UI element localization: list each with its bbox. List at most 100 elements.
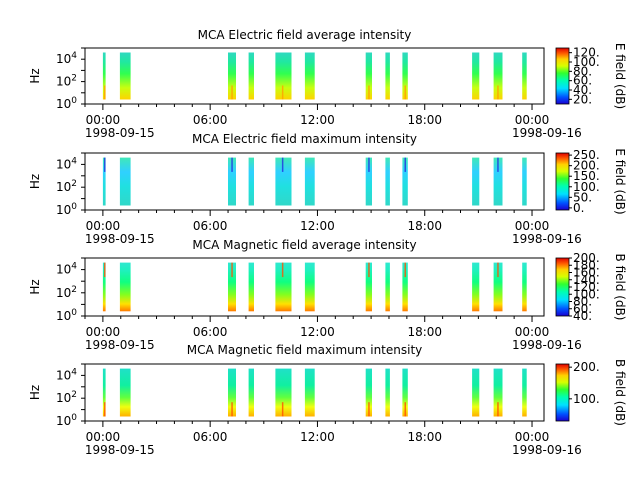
data-column	[228, 157, 236, 206]
data-column	[119, 157, 131, 206]
data-streak	[497, 85, 499, 100]
data-column	[304, 368, 315, 417]
x-tick-label: 00:00	[515, 219, 550, 233]
colorbar	[555, 47, 570, 105]
data-column	[493, 157, 503, 206]
data-column	[365, 368, 372, 417]
colorbar-tick-label: 160.	[573, 266, 600, 280]
colorbar	[555, 152, 570, 211]
y-axis-label: Hz	[28, 279, 42, 294]
colorbar-tick-label: 40.	[573, 83, 592, 97]
panel-title: MCA Magnetic field average intensity	[192, 238, 416, 252]
colorbar-tick-label: 180.	[573, 258, 600, 272]
data-column	[522, 368, 527, 417]
data-column	[522, 52, 527, 100]
data-streak	[281, 262, 284, 278]
colorbar-tick-label: 40.	[573, 309, 592, 323]
data-column	[248, 262, 254, 312]
colorbar-tick-label: 100.	[573, 392, 600, 406]
x-start-date: 1998-09-15	[85, 126, 155, 140]
data-streak	[231, 85, 233, 100]
data-column	[402, 262, 408, 312]
x-tick-label: 18:00	[407, 325, 442, 339]
colorbar-tick-label: 140.	[573, 273, 600, 287]
data-column	[102, 368, 106, 417]
y-axis-label: Hz	[28, 68, 42, 83]
data-column	[275, 52, 292, 100]
data-column	[102, 157, 106, 206]
data-column	[248, 368, 254, 417]
y-axis-label: Hz	[28, 385, 42, 400]
x-tick-label: 00:00	[86, 325, 121, 339]
colorbar-tick-label: 80.	[573, 295, 592, 309]
data-column	[493, 52, 503, 100]
data-column	[402, 157, 408, 206]
colorbar	[555, 257, 570, 317]
data-column	[304, 157, 315, 206]
colorbar-tick-label: 50.	[573, 190, 592, 204]
x-tick-label: 06:00	[193, 113, 228, 127]
panel-4: MCA Magnetic field maximum intensity 104 1…	[28, 343, 627, 457]
data-streak	[497, 157, 499, 172]
x-tick-label: 18:00	[407, 219, 442, 233]
data-column	[493, 368, 503, 417]
colorbar-label: B field (dB)	[613, 359, 627, 426]
data-streak	[368, 262, 370, 278]
y-tick-label: 100	[56, 202, 77, 217]
data-column	[275, 368, 292, 417]
data-column	[522, 157, 527, 206]
data-column	[275, 157, 292, 206]
data-column	[402, 368, 408, 417]
data-streak	[404, 402, 406, 417]
colorbar-tick-label: 60.	[573, 302, 592, 316]
data-streak	[281, 85, 284, 100]
colorbar-tick-label: 0.	[573, 201, 584, 215]
data-column	[228, 52, 236, 100]
data-streak	[104, 157, 106, 172]
colorbar-tick-label: 120.	[573, 280, 600, 294]
y-tick-label: 102	[56, 74, 77, 89]
data-column	[275, 262, 292, 312]
x-tick-label: 00:00	[515, 430, 550, 444]
colorbar-tick-label: 100.	[573, 55, 600, 69]
data-column	[385, 368, 390, 417]
data-column	[248, 157, 254, 206]
data-column	[493, 262, 503, 312]
data-column	[472, 52, 480, 100]
colorbar-tick-label: 20.	[573, 92, 592, 106]
y-tick-label: 100	[56, 413, 77, 428]
data-column	[365, 52, 372, 100]
x-tick-label: 12:00	[300, 430, 335, 444]
y-tick-label: 104	[56, 262, 77, 277]
data-column	[102, 52, 106, 100]
data-column	[248, 52, 254, 100]
axes-frame	[84, 257, 545, 317]
data-column	[522, 262, 527, 312]
colorbar-tick-label: 100.	[573, 180, 600, 194]
x-start-date: 1998-09-15	[85, 443, 155, 457]
data-column	[119, 368, 131, 417]
colorbar-tick-label: 200.	[573, 251, 600, 265]
colorbar-tick-label: 200.	[573, 360, 600, 374]
x-end-date: 1998-09-16	[512, 126, 582, 140]
y-tick-label: 100	[56, 308, 77, 323]
y-tick-label: 102	[56, 285, 77, 300]
data-streak	[497, 402, 499, 417]
panel-title: MCA Electric field average intensity	[198, 28, 412, 42]
panel-title: MCA Electric field maximum intensity	[192, 132, 417, 146]
colorbar-tick-label: 250.	[573, 148, 600, 162]
x-tick-label: 00:00	[515, 113, 550, 127]
x-tick-label: 12:00	[300, 113, 335, 127]
colorbar-tick-label: 150.	[573, 169, 600, 183]
x-tick-label: 12:00	[300, 219, 335, 233]
panel-3: MCA Magnetic field average intensity 104 1…	[28, 238, 627, 352]
data-streak	[231, 262, 233, 278]
colorbar	[555, 363, 570, 422]
x-tick-label: 00:00	[515, 325, 550, 339]
data-streak	[368, 402, 370, 417]
data-column	[304, 262, 315, 312]
data-column	[119, 52, 131, 100]
y-tick-label: 102	[56, 179, 77, 194]
data-streak	[497, 262, 499, 278]
